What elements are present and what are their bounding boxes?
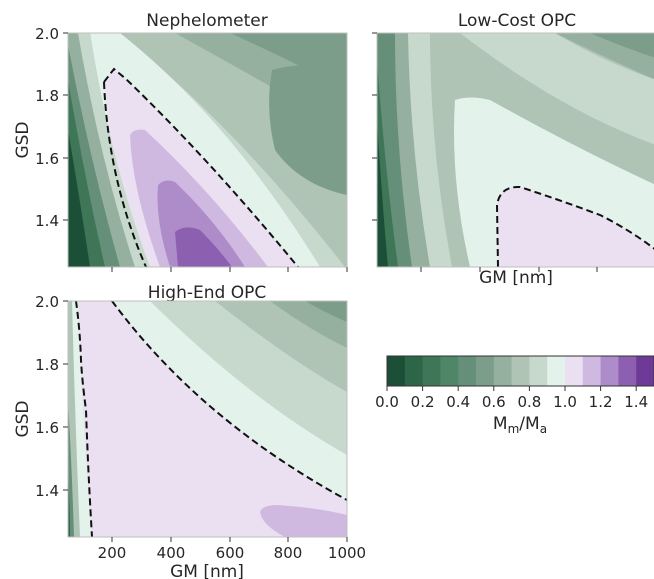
x-axis-label: GM [nm] (479, 268, 553, 288)
colorbar-swatch (404, 356, 424, 386)
y-tick-label: 1.4 (35, 482, 59, 500)
colorbar-tick-label: 0.2 (411, 393, 435, 411)
x-tick-label: 1000 (328, 544, 366, 562)
y-tick-label: 1.8 (35, 87, 59, 105)
colorbar-swatch (458, 356, 477, 386)
x-tick-label: 800 (274, 544, 303, 562)
panel-high-end-opc: High-End OPC 2.0 1.8 1.6 1.4 (13, 283, 366, 579)
y-tick-label: 2.0 (35, 25, 59, 43)
panel-title: Nephelometer (146, 11, 267, 31)
colorbar-swatch (422, 356, 441, 386)
y-tick-label: 1.6 (35, 419, 59, 437)
x-tick-label: 600 (216, 544, 245, 562)
colorbar-tick-label: 0.4 (446, 393, 470, 411)
colorbar-swatch (565, 356, 584, 386)
colorbar-swatch (547, 356, 566, 386)
colorbar-label: Mm/Ma (493, 414, 547, 436)
plot-frame (67, 300, 348, 538)
colorbar-tick-label: 1.4 (624, 393, 648, 411)
y-ticks: 2.0 1.8 1.6 1.4 (35, 25, 68, 230)
y-tick-label: 1.8 (35, 356, 59, 374)
y-axis-label: GSD (13, 400, 33, 437)
colorbar-ticks: 0.0 0.2 0.4 0.6 0.8 1.0 1.2 1.4 (375, 386, 648, 411)
y-tick-label: 1.6 (35, 150, 59, 168)
y-ticks (372, 32, 377, 221)
x-tick-label: 200 (98, 544, 127, 562)
colorbar-swatch (618, 356, 637, 386)
y-axis-label: GSD (13, 121, 33, 158)
colorbar-swatch (600, 356, 619, 386)
colorbar-swatch (476, 356, 495, 386)
colorbar-tick-label: 1.2 (589, 393, 613, 411)
panel-nephelometer: Nephelometer 2.0 1. (13, 11, 348, 272)
colorbar-swatch (493, 356, 513, 386)
plot-frame (67, 32, 348, 268)
x-ticks (420, 267, 598, 272)
colorbar-swatch (529, 356, 548, 386)
contour-field (68, 301, 347, 537)
y-tick-label: 1.4 (35, 212, 59, 230)
plot-frame (376, 32, 654, 268)
colorbar-tick-label: 0.6 (482, 393, 506, 411)
panel-title: Low-Cost OPC (458, 11, 576, 31)
panel-low-cost-opc: Low-Cost OPC GM [nm (372, 11, 654, 288)
colorbar-tick-label: 0.8 (517, 393, 541, 411)
colorbar-tick-label: 0.0 (375, 393, 399, 411)
colorbar-swatch (582, 356, 602, 386)
colorbar-swatch (636, 356, 654, 386)
y-ticks: 2.0 1.8 1.6 1.4 (35, 293, 68, 500)
colorbar-frame (386, 355, 654, 387)
colorbar-tick-label: 1.0 (553, 393, 577, 411)
colorbar-swatch (387, 356, 406, 386)
contour-field (377, 33, 654, 267)
colorbar: 0.0 0.2 0.4 0.6 0.8 1.0 1.2 1.4 Mm/Ma (375, 355, 654, 436)
x-ticks: 200 400 600 800 1000 (98, 537, 366, 562)
colorbar-swatches (387, 356, 654, 386)
x-axis-label: GM [nm] (170, 562, 244, 579)
colorbar-swatch (511, 356, 530, 386)
panel-title: High-End OPC (148, 283, 266, 303)
y-tick-label: 2.0 (35, 293, 59, 311)
x-tick-label: 400 (157, 544, 186, 562)
x-ticks (111, 267, 348, 272)
colorbar-swatch (440, 356, 459, 386)
contour-field (68, 33, 347, 267)
